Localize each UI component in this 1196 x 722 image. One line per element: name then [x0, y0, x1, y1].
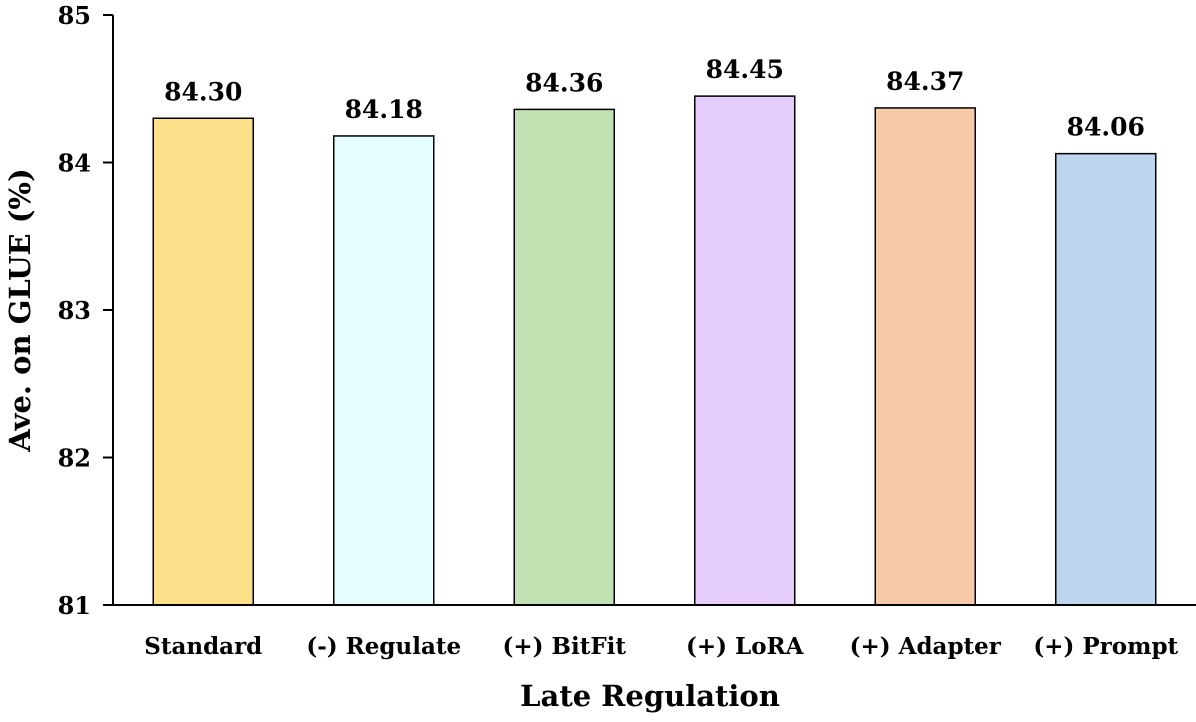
bar	[333, 135, 435, 606]
bar	[694, 95, 796, 606]
y-tick-label: 82	[58, 444, 91, 473]
data-label: 84.45	[706, 55, 784, 84]
data-label: 84.30	[164, 77, 242, 106]
y-tick-label: 81	[58, 591, 91, 620]
x-category-label: (+) Prompt	[1033, 633, 1178, 660]
y-axis-ticks: 81 82 83 84 85	[58, 1, 113, 620]
data-label: 84.36	[525, 68, 603, 97]
y-tick-label: 85	[58, 1, 91, 30]
bars	[152, 95, 1157, 606]
data-label: 84.37	[886, 67, 964, 96]
x-axis-categories: Standard (-) Regulate (+) BitFit (+) LoRA (+…	[144, 633, 1178, 660]
x-category-label: Standard	[144, 633, 262, 660]
bar	[874, 107, 976, 606]
bar	[513, 108, 615, 606]
x-axis-title: Late Regulation	[520, 679, 780, 713]
x-category-label: (-) Regulate	[306, 633, 461, 660]
data-labels: 84.30 84.18 84.36 84.45 84.37 84.06	[164, 55, 1145, 142]
y-tick-label: 83	[58, 296, 91, 325]
data-label: 84.18	[345, 95, 423, 124]
y-axis-title: Ave. on GLUE (%)	[3, 168, 37, 452]
x-category-label: (+) LoRA	[686, 633, 805, 660]
data-label: 84.06	[1067, 113, 1145, 142]
y-tick-label: 84	[58, 149, 91, 178]
x-category-label: (+) Adapter	[850, 633, 1002, 660]
x-category-label: (+) BitFit	[502, 633, 626, 660]
bar	[1055, 152, 1157, 606]
bar	[152, 117, 254, 606]
